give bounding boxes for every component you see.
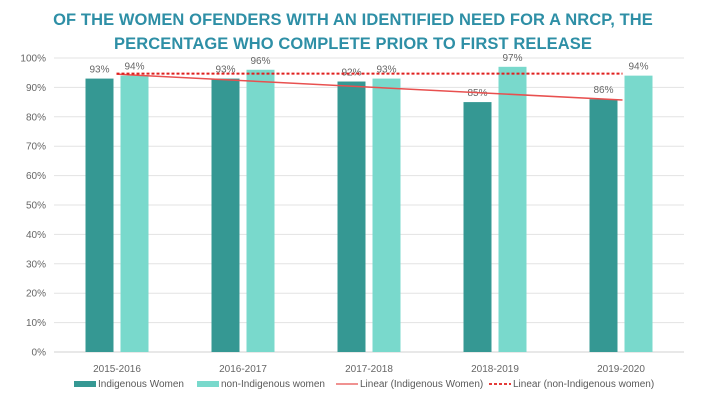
- y-tick-label: 20%: [26, 289, 46, 300]
- x-tick-label: 2019-2020: [597, 364, 645, 375]
- chart-title-line-2: PERCENTAGE WHO COMPLETE PRIOR TO FIRST R…: [114, 35, 592, 53]
- legend-label-linear-indigenous: Linear (Indigenous Women): [360, 379, 483, 390]
- bar-indigenous: [589, 99, 618, 352]
- x-tick-label: 2015-2016: [93, 364, 141, 375]
- legend-label-linear-non-indigenous: Linear (non-Indigenous women): [513, 379, 654, 390]
- x-tick-label: 2016-2017: [219, 364, 267, 375]
- data-label: 97%: [502, 53, 522, 64]
- data-label: 93%: [215, 65, 235, 76]
- chart-title-line-1: OF THE WOMEN OFENDERS WITH AN IDENTIFIED…: [53, 11, 653, 29]
- y-tick-label: 100%: [20, 54, 46, 65]
- bar-indigenous: [463, 102, 492, 352]
- bar-non-indigenous: [246, 69, 275, 352]
- chart-title: OF THE WOMEN OFENDERS WITH AN IDENTIFIED…: [0, 8, 706, 56]
- bar-indigenous: [85, 78, 114, 352]
- bar-non-indigenous: [120, 75, 149, 352]
- data-label: 86%: [593, 85, 613, 96]
- data-label: 94%: [124, 62, 144, 73]
- data-label: 94%: [628, 62, 648, 73]
- bar-non-indigenous: [624, 75, 653, 352]
- x-tick-label: 2018-2019: [471, 364, 519, 375]
- y-tick-label: 30%: [26, 259, 46, 270]
- data-label: 93%: [376, 65, 396, 76]
- legend-label-indigenous: Indigenous Women: [98, 379, 184, 390]
- y-tick-label: 90%: [26, 83, 46, 94]
- y-tick-label: 50%: [26, 201, 46, 212]
- data-label: 85%: [467, 88, 487, 99]
- bar-indigenous: [337, 81, 366, 353]
- legend-swatch-non-indigenous: [197, 381, 219, 387]
- data-label: 96%: [250, 56, 270, 67]
- y-tick-label: 80%: [26, 112, 46, 123]
- bar-indigenous: [211, 78, 240, 352]
- legend-swatch-indigenous: [74, 381, 96, 387]
- legend-label-non-indigenous: non-Indigenous women: [221, 379, 325, 390]
- y-tick-label: 0%: [32, 348, 47, 359]
- y-tick-label: 70%: [26, 142, 46, 153]
- bar-non-indigenous: [372, 78, 401, 352]
- y-tick-label: 10%: [26, 318, 46, 329]
- bar-non-indigenous: [498, 66, 527, 352]
- trendline-indigenous: [116, 73, 623, 101]
- y-tick-label: 60%: [26, 171, 46, 182]
- x-tick-label: 2017-2018: [345, 364, 393, 375]
- y-tick-label: 40%: [26, 230, 46, 241]
- data-label: 93%: [89, 65, 109, 76]
